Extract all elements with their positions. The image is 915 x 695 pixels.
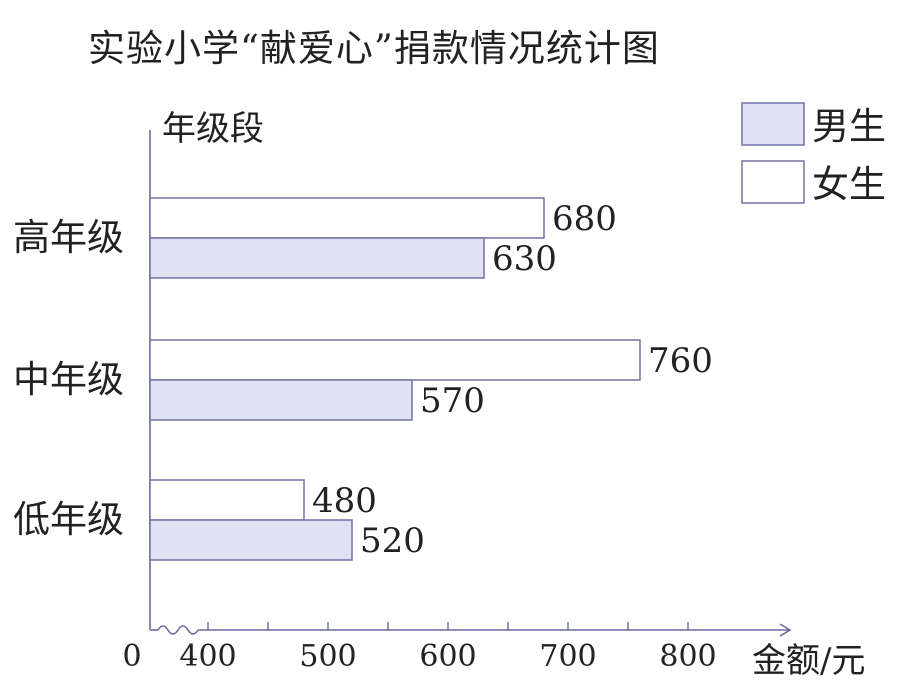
bar xyxy=(149,339,641,381)
x-tick-label: 600 xyxy=(419,639,476,674)
legend-label: 女生 xyxy=(812,163,886,206)
data-label: 760 xyxy=(648,341,713,381)
x-tick-label: 800 xyxy=(659,639,716,674)
bar xyxy=(149,519,353,561)
data-label: 680 xyxy=(552,199,617,239)
category-label: 低年级 xyxy=(13,498,124,541)
x-tick-label: 500 xyxy=(299,639,356,674)
x-axis-break xyxy=(157,625,199,635)
x-tick-label: 700 xyxy=(539,639,596,674)
x-axis-label: 金额/元 xyxy=(752,641,865,681)
bar xyxy=(149,479,305,521)
data-label: 480 xyxy=(312,481,377,521)
bar xyxy=(149,237,485,279)
bars xyxy=(149,197,641,561)
category-label: 高年级 xyxy=(13,216,124,259)
bar xyxy=(149,379,413,421)
x-axis-arrow xyxy=(779,623,792,637)
y-axis-label: 年级段 xyxy=(162,109,264,149)
category-label: 中年级 xyxy=(13,358,124,401)
data-label: 630 xyxy=(492,239,557,279)
legend-label: 男生 xyxy=(812,105,886,148)
bar xyxy=(149,197,545,239)
legend-swatch xyxy=(741,102,805,146)
data-label: 520 xyxy=(360,521,425,561)
x-tick-label: 400 xyxy=(179,639,236,674)
x-tick-label: 0 xyxy=(122,639,141,674)
chart-title: 实验小学“献爱心”捐款情况统计图 xyxy=(88,27,660,70)
legend-swatch xyxy=(741,160,805,204)
data-label: 570 xyxy=(420,381,485,421)
